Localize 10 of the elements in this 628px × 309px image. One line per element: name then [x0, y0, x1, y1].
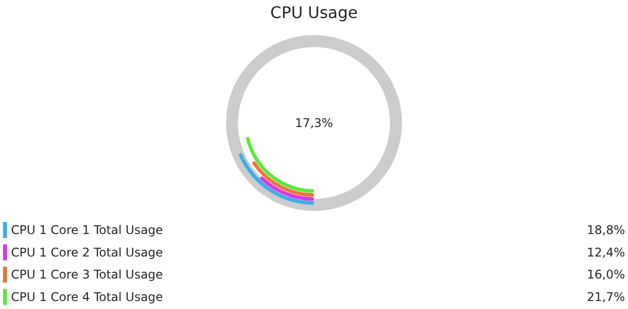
- category-label: CPU 1 Core 2 Total Usage: [11, 245, 163, 260]
- text: CPU Usage: [270, 3, 358, 22]
- data-label: 18,8%: [586, 223, 625, 237]
- category-label: CPU 1 Core 3 Total Usage: [11, 268, 163, 282]
- data-label: 12,4%: [586, 245, 625, 260]
- data-label: 16,0%: [586, 268, 625, 282]
- text: 17,3%: [294, 116, 334, 130]
- data-label: 21,7%: [586, 290, 625, 304]
- category-label: CPU 1 Core 4 Total Usage: [11, 290, 163, 304]
- category-label: CPU 1 Core 1 Total Usage: [11, 223, 163, 237]
